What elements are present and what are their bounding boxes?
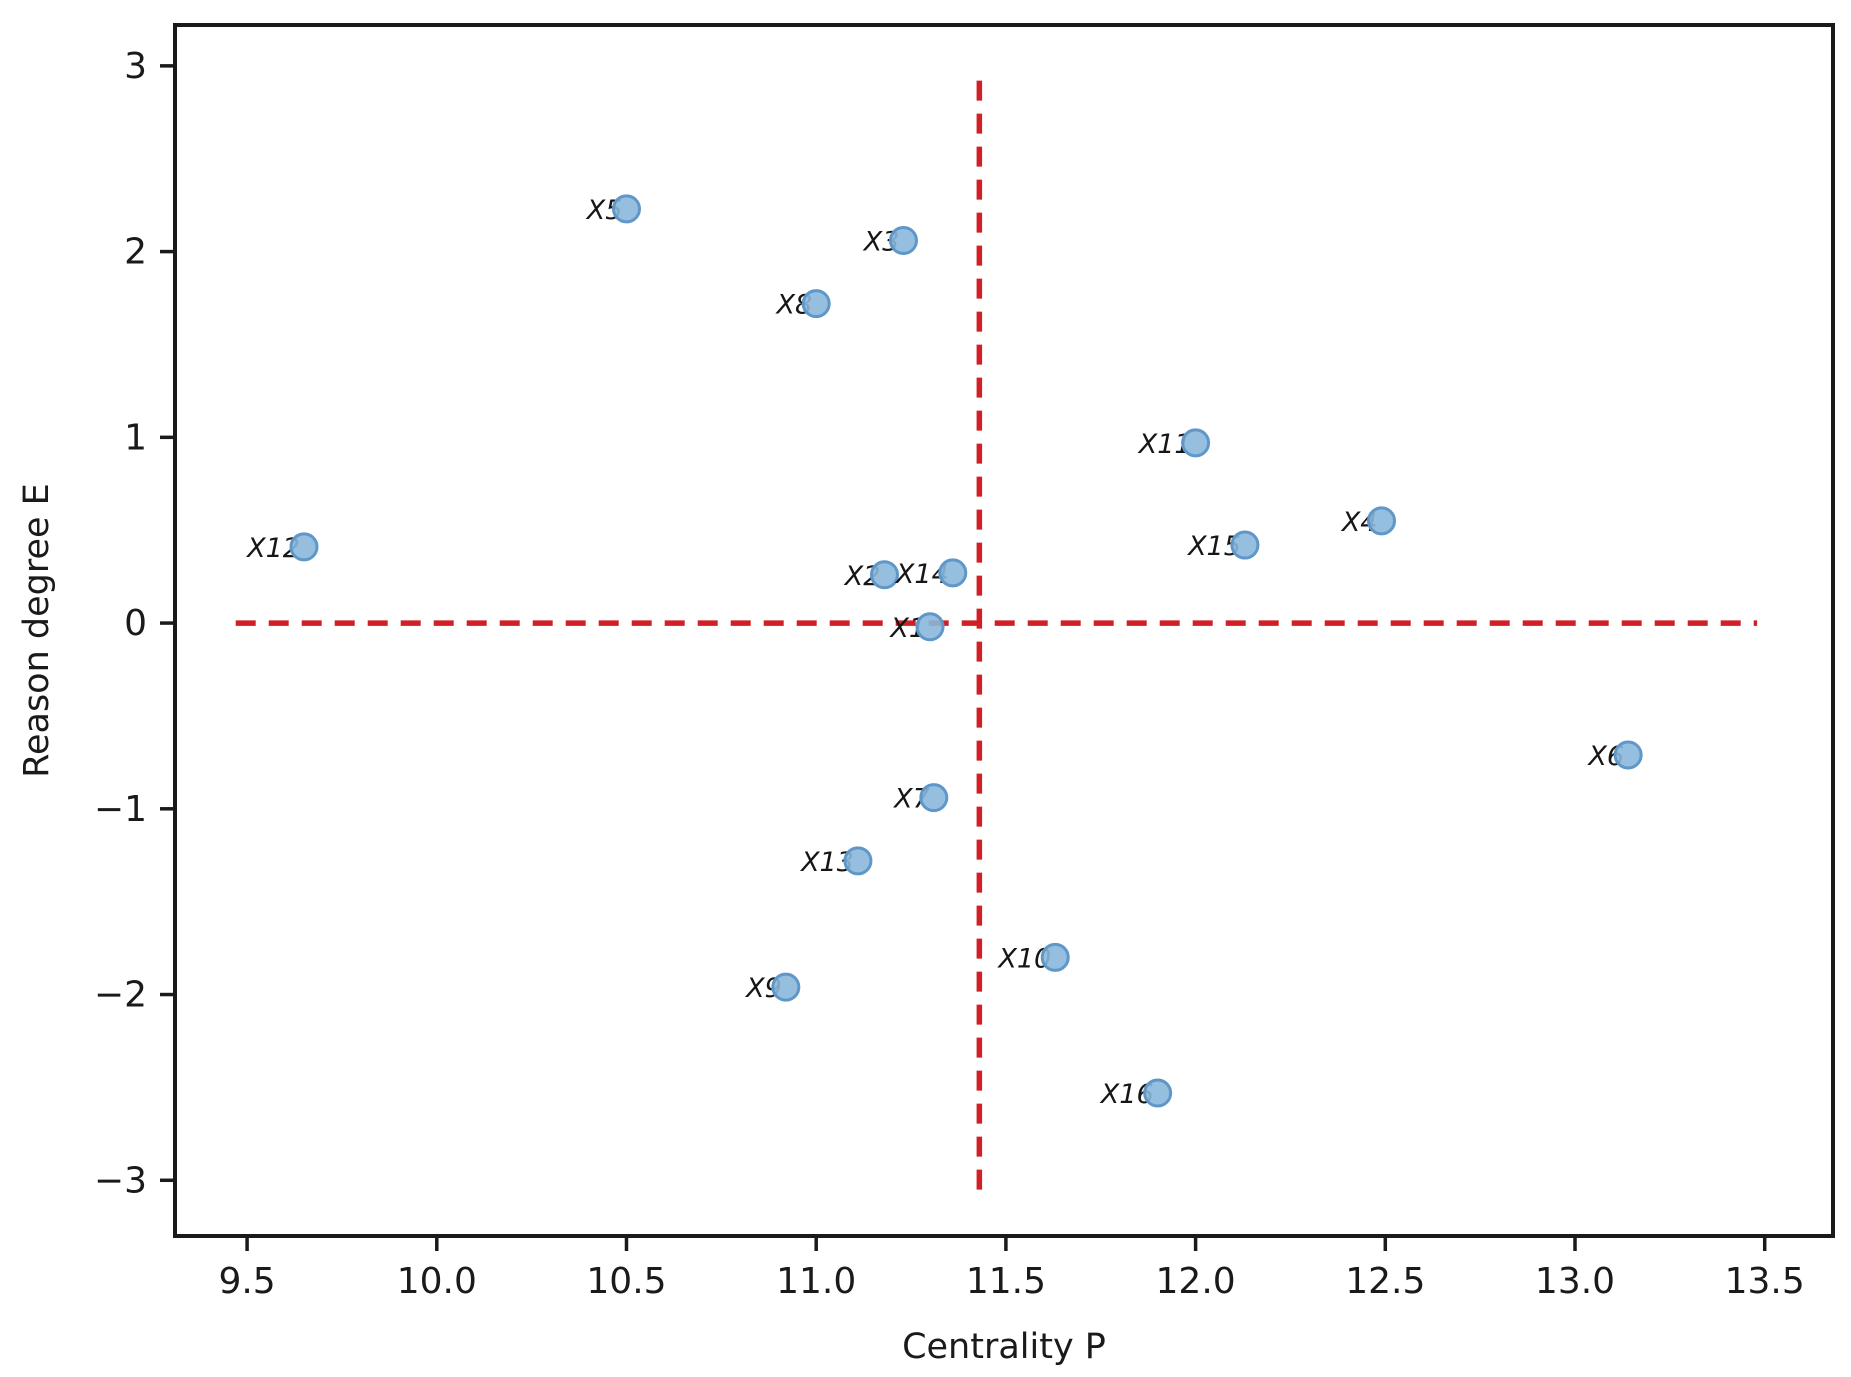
x-tick-label: 10.0 <box>397 1261 477 1302</box>
x-tick-label: 9.5 <box>218 1261 275 1302</box>
data-point <box>1040 942 1070 972</box>
y-tick-label: −2 <box>94 975 147 1016</box>
y-tick-label: 0 <box>124 603 147 644</box>
x-tick-label: 13.5 <box>1725 1261 1805 1302</box>
data-point <box>289 532 319 562</box>
y-tick-label: −1 <box>94 789 147 830</box>
x-tick-label: 13.0 <box>1535 1261 1615 1302</box>
data-point <box>1367 506 1397 536</box>
y-tick-label: 1 <box>124 417 147 458</box>
data-point <box>1143 1078 1173 1108</box>
x-tick-label: 12.5 <box>1345 1261 1425 1302</box>
data-point <box>1613 740 1643 770</box>
x-axis-label: Centrality P <box>902 1327 1106 1367</box>
x-tick-label: 11.0 <box>776 1261 856 1302</box>
y-tick-label: 2 <box>124 232 147 273</box>
data-point <box>915 612 945 642</box>
data-point <box>771 972 801 1002</box>
data-point <box>801 289 831 319</box>
plot-frame <box>173 23 1835 1238</box>
y-tick-label: 3 <box>124 46 147 87</box>
data-point <box>1230 530 1260 560</box>
data-point <box>611 194 641 224</box>
data-point <box>869 560 899 590</box>
x-tick-label: 10.5 <box>586 1261 666 1302</box>
y-axis-label: Reason degree E <box>17 483 57 778</box>
data-point <box>938 558 968 588</box>
y-tick-label: −3 <box>94 1160 147 1201</box>
x-tick-label: 11.5 <box>966 1261 1046 1302</box>
x-tick-label: 12.0 <box>1156 1261 1236 1302</box>
data-point <box>1181 428 1211 458</box>
data-point <box>919 783 949 813</box>
data-point <box>843 846 873 876</box>
data-point <box>888 225 918 255</box>
